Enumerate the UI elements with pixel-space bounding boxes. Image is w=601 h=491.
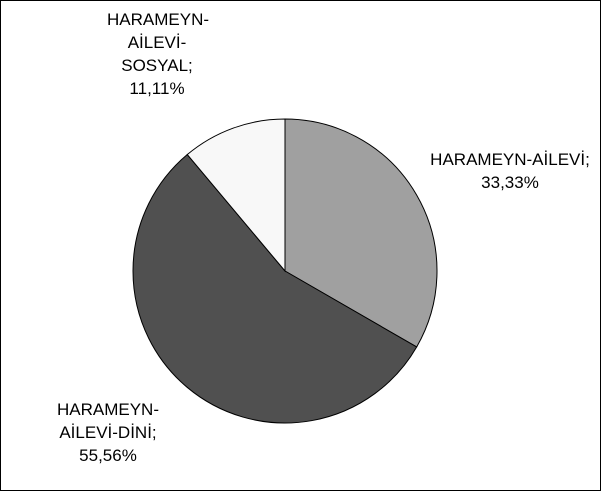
data-label: HARAMEYN-AİLEVİ; 33,33% bbox=[430, 150, 590, 192]
pie-slice bbox=[284, 118, 438, 348]
pie-slice bbox=[132, 153, 418, 424]
data-label: HARAMEYN-AİLEVİ-DİNİ; 55,56% bbox=[56, 400, 159, 465]
data-label: HARAMEYN-AİLEVİ-SOSYAL; 11,11% bbox=[107, 10, 210, 98]
pie-slice bbox=[186, 118, 286, 273]
